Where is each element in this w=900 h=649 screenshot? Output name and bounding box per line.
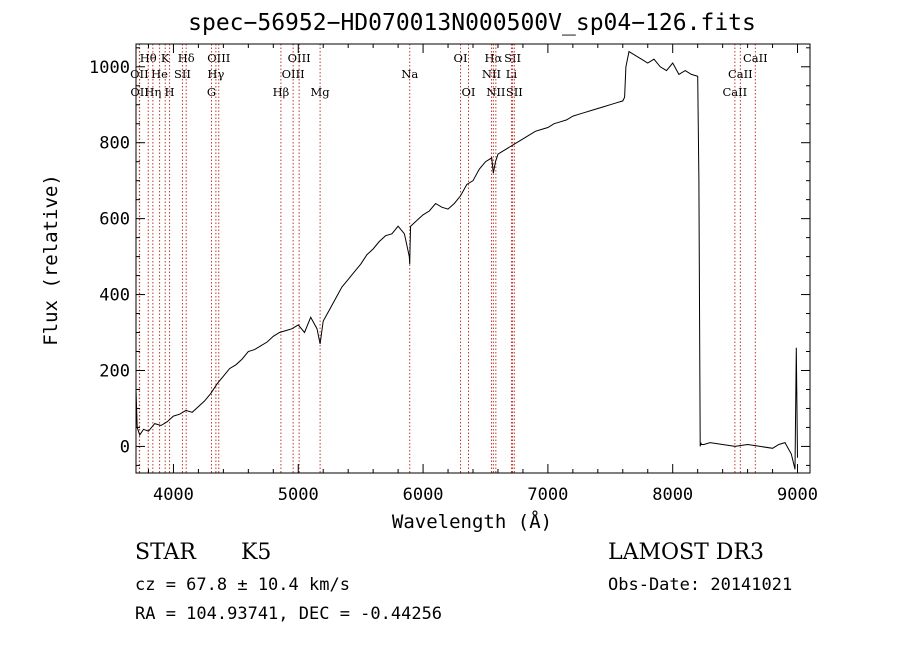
- coordinates: RA = 104.93741, DEC = -0.44256: [135, 604, 443, 624]
- spectral-line-label: CaII: [743, 51, 768, 65]
- y-tick-label: 1000: [89, 58, 130, 78]
- spectral-line-label: Hβ: [273, 85, 290, 99]
- spectral-line-label: CaII: [722, 85, 747, 99]
- y-axis-ticks: 0 200 400 600 800 1000: [89, 47, 810, 466]
- spectral-line-label: SII: [174, 67, 191, 81]
- spectral-line-label: Hθ: [140, 51, 157, 65]
- x-axis-ticks: 4000 5000 6000 7000 8000 9000: [147, 44, 818, 505]
- y-tick-label: 600: [99, 210, 130, 230]
- x-tick-label: 4000: [153, 485, 194, 505]
- redshift-velocity: cz = 67.8 ± 10.4 km/s: [135, 575, 350, 595]
- spectral-line-label: NII: [486, 85, 505, 99]
- spectral-line-label: G: [207, 85, 216, 99]
- y-tick-label: 800: [99, 134, 130, 154]
- spectral-line-label: SII: [506, 85, 523, 99]
- spectral-line-label: K: [161, 51, 170, 65]
- chart-title: spec−56952−HD070013N000500V_sp04−126.fit…: [188, 10, 756, 36]
- survey-name: LAMOST DR3: [608, 540, 764, 565]
- x-tick-label: 6000: [403, 485, 444, 505]
- spectral-line-label: OIII: [207, 51, 230, 65]
- spectral-line-label: OI: [462, 85, 476, 99]
- y-tick-label: 400: [99, 286, 130, 306]
- spectral-line-label: He: [151, 67, 168, 81]
- spectral-line-label: OIII: [282, 67, 305, 81]
- y-axis-label: Flux (relative): [40, 174, 62, 346]
- spectral-line-label: Hδ: [178, 51, 195, 65]
- spectral-line-label: CaII: [728, 67, 753, 81]
- x-tick-label: 9000: [777, 485, 818, 505]
- spectral-line-label: Hα: [484, 51, 502, 65]
- spectral-line-label: Li: [506, 67, 518, 81]
- spectral-line-label: Na: [401, 67, 418, 81]
- plot-frame: [135, 43, 811, 474]
- spectral-line-label: OI: [454, 51, 468, 65]
- spectral-line-label: OII: [130, 67, 149, 81]
- spectral-line-label: Hη: [144, 85, 161, 99]
- object-class: STAR: [135, 540, 196, 565]
- flux-series-line: [135, 50, 798, 470]
- spectral-line-label: OII: [130, 85, 149, 99]
- spectral-line-label: NII: [482, 67, 501, 81]
- observation-date: Obs-Date: 20141021: [608, 575, 793, 595]
- spectral-line-label: OIII: [288, 51, 311, 65]
- spectral-line-markers: Hθ OII OII K He Hη H SII Hδ OIII Hγ G Hβ OIII OIII Mg Na…: [130, 44, 768, 473]
- x-tick-label: 8000: [652, 485, 693, 505]
- spectral-line-label: H: [165, 85, 175, 99]
- x-tick-label: 5000: [278, 485, 319, 505]
- x-axis-label: Wavelength (Å): [392, 510, 552, 533]
- x-tick-label: 7000: [527, 485, 568, 505]
- spectral-line-label: Hγ: [207, 67, 224, 81]
- spectral-line-label: Mg: [311, 85, 331, 99]
- object-subclass: K5: [241, 540, 272, 565]
- y-tick-label: 0: [120, 437, 130, 457]
- y-tick-label: 200: [99, 361, 130, 381]
- spectral-line-label: SII: [504, 51, 521, 65]
